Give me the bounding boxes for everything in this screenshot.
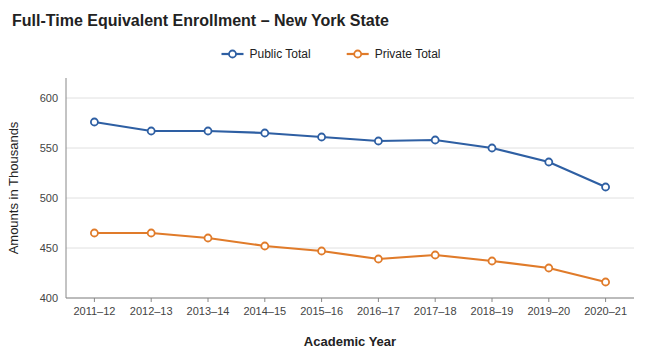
x-tick bbox=[94, 298, 95, 302]
x-tick bbox=[548, 298, 549, 302]
x-tick-label: 2011–12 bbox=[73, 305, 115, 317]
point bbox=[489, 258, 496, 265]
y-tick-label: 600 bbox=[40, 92, 58, 104]
y-tick-label: 500 bbox=[40, 192, 58, 204]
series-line bbox=[94, 122, 605, 187]
point bbox=[375, 138, 382, 145]
point bbox=[489, 145, 496, 152]
legend-label: Private Total bbox=[375, 47, 441, 61]
y-tick-label: 450 bbox=[40, 242, 58, 254]
x-tick-label: 2015–16 bbox=[300, 305, 343, 317]
legend-label: Public Total bbox=[250, 47, 311, 61]
x-tick bbox=[605, 298, 606, 302]
x-tick-label: 2012–13 bbox=[130, 305, 173, 317]
x-tick-label: 2019–20 bbox=[527, 305, 570, 317]
x-tick bbox=[151, 298, 152, 302]
point bbox=[148, 230, 155, 237]
point bbox=[91, 119, 98, 126]
point bbox=[261, 243, 268, 250]
grid bbox=[66, 98, 634, 298]
y-tick-label: 400 bbox=[40, 292, 58, 304]
point bbox=[205, 128, 212, 135]
y-tick-label: 550 bbox=[40, 142, 58, 154]
x-tick-label: 2018–19 bbox=[471, 305, 514, 317]
y-axis-line bbox=[66, 78, 67, 298]
point bbox=[545, 159, 552, 166]
legend-swatch-marker bbox=[229, 51, 236, 58]
point bbox=[375, 256, 382, 263]
plot-area bbox=[91, 119, 609, 286]
grid-line bbox=[66, 248, 634, 249]
point bbox=[545, 265, 552, 272]
y-axis-label: Amounts in Thousands bbox=[6, 121, 21, 254]
chart: Full-Time Equivalent Enrollment – New Yo… bbox=[0, 0, 650, 358]
x-tick bbox=[378, 298, 379, 302]
point bbox=[318, 134, 325, 141]
x-axis-label: Academic Year bbox=[304, 334, 396, 349]
x-tick-label: 2014–15 bbox=[243, 305, 286, 317]
point bbox=[318, 248, 325, 255]
x-tick bbox=[208, 298, 209, 302]
grid-line bbox=[66, 148, 634, 149]
legend: Public Total Private Total bbox=[222, 47, 441, 61]
x-tick-label: 2020–21 bbox=[584, 305, 627, 317]
point bbox=[432, 252, 439, 259]
series-line bbox=[94, 233, 605, 282]
x-tick bbox=[264, 298, 265, 302]
x-tick-label: 2013–14 bbox=[187, 305, 230, 317]
x-tick-label: 2017–18 bbox=[414, 305, 457, 317]
grid-line bbox=[66, 98, 634, 99]
point bbox=[261, 130, 268, 137]
point bbox=[148, 128, 155, 135]
point bbox=[205, 235, 212, 242]
title: Full-Time Equivalent Enrollment – New Yo… bbox=[12, 12, 389, 29]
x-tick bbox=[435, 298, 436, 302]
x-tick bbox=[321, 298, 322, 302]
point bbox=[602, 184, 609, 191]
point bbox=[602, 279, 609, 286]
point bbox=[91, 230, 98, 237]
x-tick-label: 2016–17 bbox=[357, 305, 400, 317]
grid-line bbox=[66, 198, 634, 199]
x-tick bbox=[492, 298, 493, 302]
point bbox=[432, 137, 439, 144]
legend-swatch-marker bbox=[354, 51, 361, 58]
